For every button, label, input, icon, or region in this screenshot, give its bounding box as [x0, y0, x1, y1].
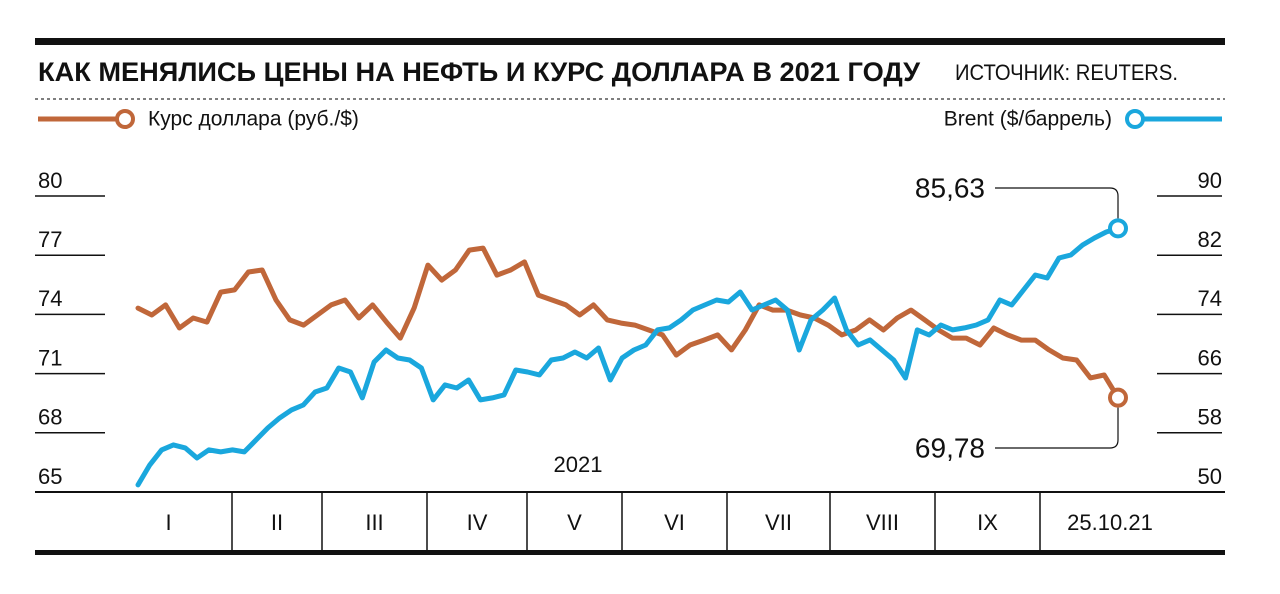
y-tick-label: 68	[38, 405, 62, 430]
x-tick-label: VII	[765, 510, 792, 535]
x-tick-label: III	[365, 510, 383, 535]
legend-label: Курс доллара (руб./$)	[148, 108, 359, 131]
end-marker	[1108, 218, 1128, 239]
x-tick-label: VI	[664, 510, 685, 535]
y-tick-label: 65	[38, 464, 62, 489]
end-label: 69,78	[915, 432, 985, 463]
x-tick-label: IX	[977, 510, 998, 535]
source: ИСТОЧНИК: REUTERS.	[955, 60, 1178, 85]
y2-tick-label: 82	[1198, 227, 1222, 252]
y2-tick-label: 66	[1198, 345, 1222, 370]
y2-tick-label: 58	[1198, 405, 1222, 430]
series-line	[135, 245, 1121, 401]
y2-tick-label: 90	[1198, 168, 1222, 193]
y-tick-label: 80	[38, 168, 62, 193]
end-marker	[1108, 387, 1128, 408]
x-tick-label: II	[271, 510, 283, 535]
bottom-rule	[35, 550, 1225, 555]
y-tick-label: 77	[38, 227, 62, 252]
legend-label: Brent ($/баррель)	[944, 108, 1112, 131]
end-label: 85,63	[915, 172, 985, 203]
x-tick-label: I	[165, 510, 171, 535]
x-tick-label: VIII	[866, 510, 899, 535]
x-tick-label: 25.10.21	[1067, 510, 1153, 535]
legend-marker	[115, 109, 135, 129]
x-tick-label: V	[567, 510, 582, 535]
y2-tick-label: 74	[1198, 286, 1222, 311]
legend-marker	[1125, 109, 1145, 129]
y-tick-label: 74	[38, 286, 62, 311]
x-tick-label: IV	[467, 510, 488, 535]
year-label: 2021	[554, 452, 603, 477]
y2-tick-label: 50	[1198, 464, 1222, 489]
leader-line	[995, 187, 1119, 219]
y-tick-label: 71	[38, 345, 62, 370]
top-rule	[35, 38, 1225, 45]
chart-title: КАК МЕНЯЛИСЬ ЦЕНЫ НА НЕФТЬ И КУРС ДОЛЛАР…	[38, 57, 921, 87]
series-line	[135, 225, 1121, 488]
leader-line	[995, 407, 1119, 449]
